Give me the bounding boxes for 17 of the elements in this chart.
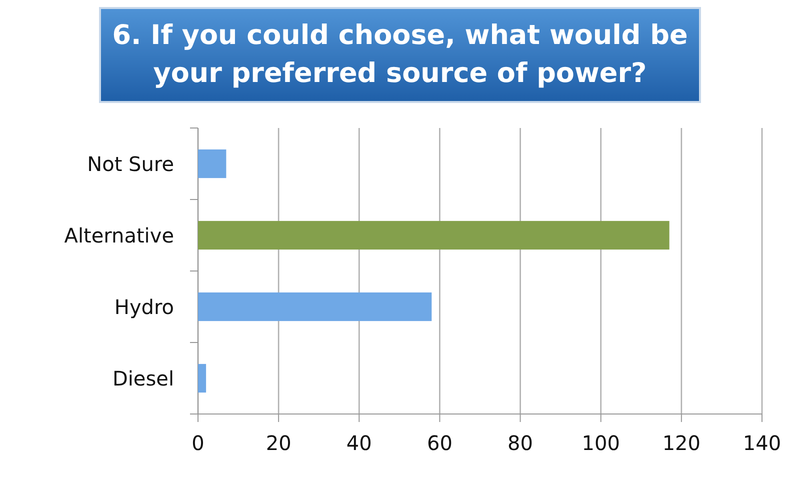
bar <box>198 220 670 250</box>
x-tick-label: 120 <box>662 431 701 455</box>
x-tick-label: 80 <box>508 431 534 455</box>
x-tick-label: 0 <box>192 431 204 455</box>
x-tick-label: 60 <box>426 431 452 455</box>
bar <box>198 149 226 178</box>
x-tick-label: 20 <box>266 431 292 455</box>
bar <box>198 364 206 393</box>
x-tick-label: 40 <box>346 431 372 455</box>
y-tick-label: Alternative <box>64 223 174 248</box>
x-tick-label: 140 <box>742 431 782 455</box>
chart-title: 6. If you could choose, what would be your preferred source of power? <box>112 20 688 89</box>
y-tick-label: Not Sure <box>87 152 174 176</box>
y-tick-label: Hydro <box>114 294 174 319</box>
y-tick-label: Diesel <box>112 366 174 390</box>
bar <box>198 292 432 322</box>
x-tick-label: 100 <box>582 431 620 455</box>
